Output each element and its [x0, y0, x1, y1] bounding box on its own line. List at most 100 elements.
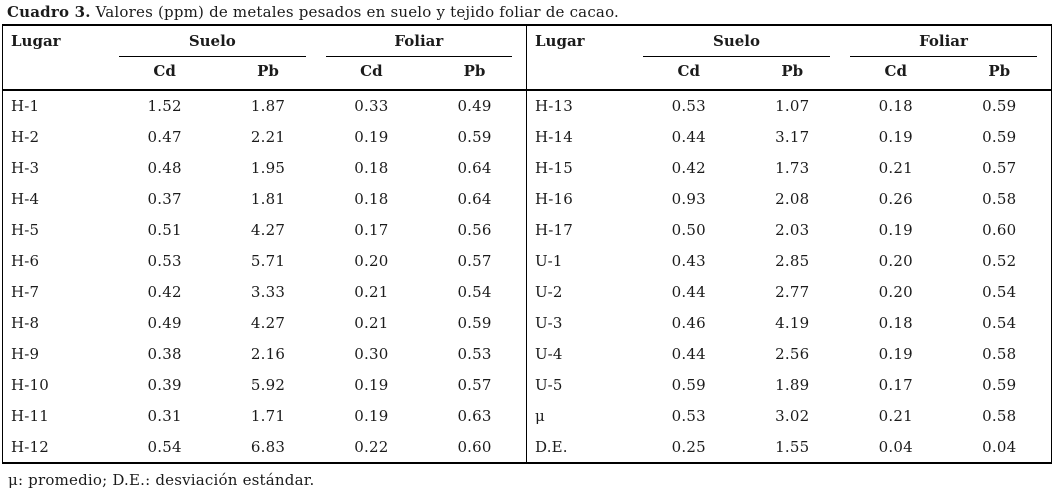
row-label: H-5: [11, 220, 40, 239]
value-cell: 0.57: [982, 158, 1017, 177]
table-row: H-3 0.48 1.95 0.18 0.64: [3, 152, 527, 183]
row-label: H-8: [11, 313, 40, 332]
row-label: U-3: [535, 313, 563, 332]
row-label: H-15: [535, 158, 574, 177]
table-row: H-9 0.38 2.16 0.30 0.53: [3, 338, 527, 369]
value-cell: 4.19: [775, 313, 810, 332]
foliar-pb-header: Pb: [988, 62, 1011, 80]
table-row: H-17 0.50 2.03 0.19 0.60: [527, 214, 1051, 245]
value-cell: 0.58: [982, 189, 1017, 208]
value-cell: 2.08: [775, 189, 810, 208]
value-cell: 0.53: [457, 344, 492, 363]
table-row: H-1 1.52 1.87 0.33 0.49: [3, 90, 527, 121]
value-cell: 0.18: [354, 189, 389, 208]
value-cell: 1.07: [775, 97, 810, 115]
value-cell: 1.81: [250, 189, 286, 208]
suelo-cd-header: Cd: [677, 62, 700, 80]
row-label: H-2: [11, 127, 40, 146]
table-row: μ 0.53 3.02 0.21 0.58: [527, 400, 1051, 431]
row-label: H-4: [11, 189, 40, 208]
row-label: H-10: [11, 375, 50, 394]
value-cell: 0.43: [671, 251, 706, 270]
lugar-header: Lugar: [11, 32, 61, 50]
value-cell: 0.64: [457, 158, 492, 177]
value-cell: 0.37: [147, 189, 182, 208]
sub-header-row: Cd Pb Cd Pb: [3, 57, 527, 90]
value-cell: 0.60: [982, 220, 1017, 239]
foliar-cd-header: Cd: [360, 62, 383, 80]
value-cell: 0.60: [457, 437, 492, 456]
value-cell: 0.59: [671, 375, 706, 394]
value-cell: 2.77: [775, 282, 810, 301]
foliar-group-header: Foliar: [320, 26, 527, 57]
value-cell: 0.19: [878, 127, 913, 146]
value-cell: 0.25: [671, 437, 706, 456]
value-cell: 0.38: [147, 344, 182, 363]
row-label: H-1: [11, 97, 40, 115]
value-cell: 0.44: [671, 344, 706, 363]
table-right-half: Lugar Suelo Foliar Cd Pb Cd Pb H-13 0.53 1…: [527, 26, 1051, 462]
value-cell: 0.21: [878, 158, 913, 177]
table-right-body: H-13 0.53 1.07 0.18 0.59 H-14 0.44 3.17 0.19 0.59…: [527, 90, 1051, 462]
value-cell: 1.95: [250, 158, 286, 177]
value-cell: 1.89: [775, 375, 810, 394]
value-cell: 0.42: [147, 282, 182, 301]
value-cell: 5.92: [250, 375, 286, 394]
row-label: H-3: [11, 158, 40, 177]
empty-header-cell: [3, 57, 113, 90]
value-cell: 0.44: [671, 282, 706, 301]
value-cell: 0.64: [457, 189, 492, 208]
value-cell: 6.83: [250, 437, 286, 456]
value-cell: 1.87: [250, 97, 286, 115]
table-left-header: Lugar Suelo Foliar Cd Pb Cd Pb: [3, 26, 527, 90]
value-cell: 5.71: [250, 251, 286, 270]
value-cell: 0.93: [671, 189, 706, 208]
value-cell: 0.17: [354, 220, 389, 239]
value-cell: 2.56: [775, 344, 810, 363]
value-cell: 0.21: [878, 406, 913, 425]
suelo-cd-header: Cd: [153, 62, 176, 80]
table-row: H-12 0.54 6.83 0.22 0.60: [3, 431, 527, 462]
value-cell: 3.17: [775, 127, 810, 146]
value-cell: 0.04: [982, 437, 1017, 456]
value-cell: 0.21: [354, 313, 389, 332]
value-cell: 0.47: [147, 127, 182, 146]
value-cell: 0.19: [878, 344, 913, 363]
value-cell: 0.53: [671, 97, 706, 115]
table-row: H-2 0.47 2.21 0.19 0.59: [3, 121, 527, 152]
foliar-pb-header: Pb: [463, 62, 486, 80]
suelo-pb-header: Pb: [781, 62, 804, 80]
row-label: H-13: [535, 97, 574, 115]
row-label: U-4: [535, 344, 563, 363]
value-cell: 2.85: [775, 251, 810, 270]
value-cell: 2.16: [250, 344, 286, 363]
table-caption-label: Cuadro 3.: [7, 3, 91, 21]
value-cell: 1.73: [775, 158, 810, 177]
row-label: μ: [535, 406, 545, 425]
value-cell: 0.49: [457, 97, 492, 115]
table-caption-text: Valores (ppm) de metales pesados en suel…: [95, 3, 620, 21]
value-cell: 0.20: [878, 251, 913, 270]
table-row: H-13 0.53 1.07 0.18 0.59: [527, 90, 1051, 121]
table-row: H-6 0.53 5.71 0.20 0.57: [3, 245, 527, 276]
value-cell: 3.02: [775, 406, 810, 425]
metals-table: Lugar Suelo Foliar Cd Pb Cd Pb H-1 1.52 1.…: [2, 24, 1052, 464]
row-label: D.E.: [535, 437, 568, 456]
row-label: H-6: [11, 251, 40, 270]
lugar-header: Lugar: [535, 32, 585, 50]
foliar-group-label: Foliar: [325, 32, 512, 57]
row-label: H-16: [535, 189, 574, 208]
value-cell: 0.58: [982, 344, 1017, 363]
value-cell: 2.21: [250, 127, 286, 146]
row-label: U-1: [535, 251, 563, 270]
value-cell: 0.31: [147, 406, 182, 425]
table-row: H-5 0.51 4.27 0.17 0.56: [3, 214, 527, 245]
row-label: U-2: [535, 282, 563, 301]
value-cell: 0.48: [147, 158, 182, 177]
value-cell: 0.54: [457, 282, 492, 301]
table-row: H-11 0.31 1.71 0.19 0.63: [3, 400, 527, 431]
value-cell: 0.39: [147, 375, 182, 394]
value-cell: 0.58: [982, 406, 1017, 425]
value-cell: 0.20: [878, 282, 913, 301]
